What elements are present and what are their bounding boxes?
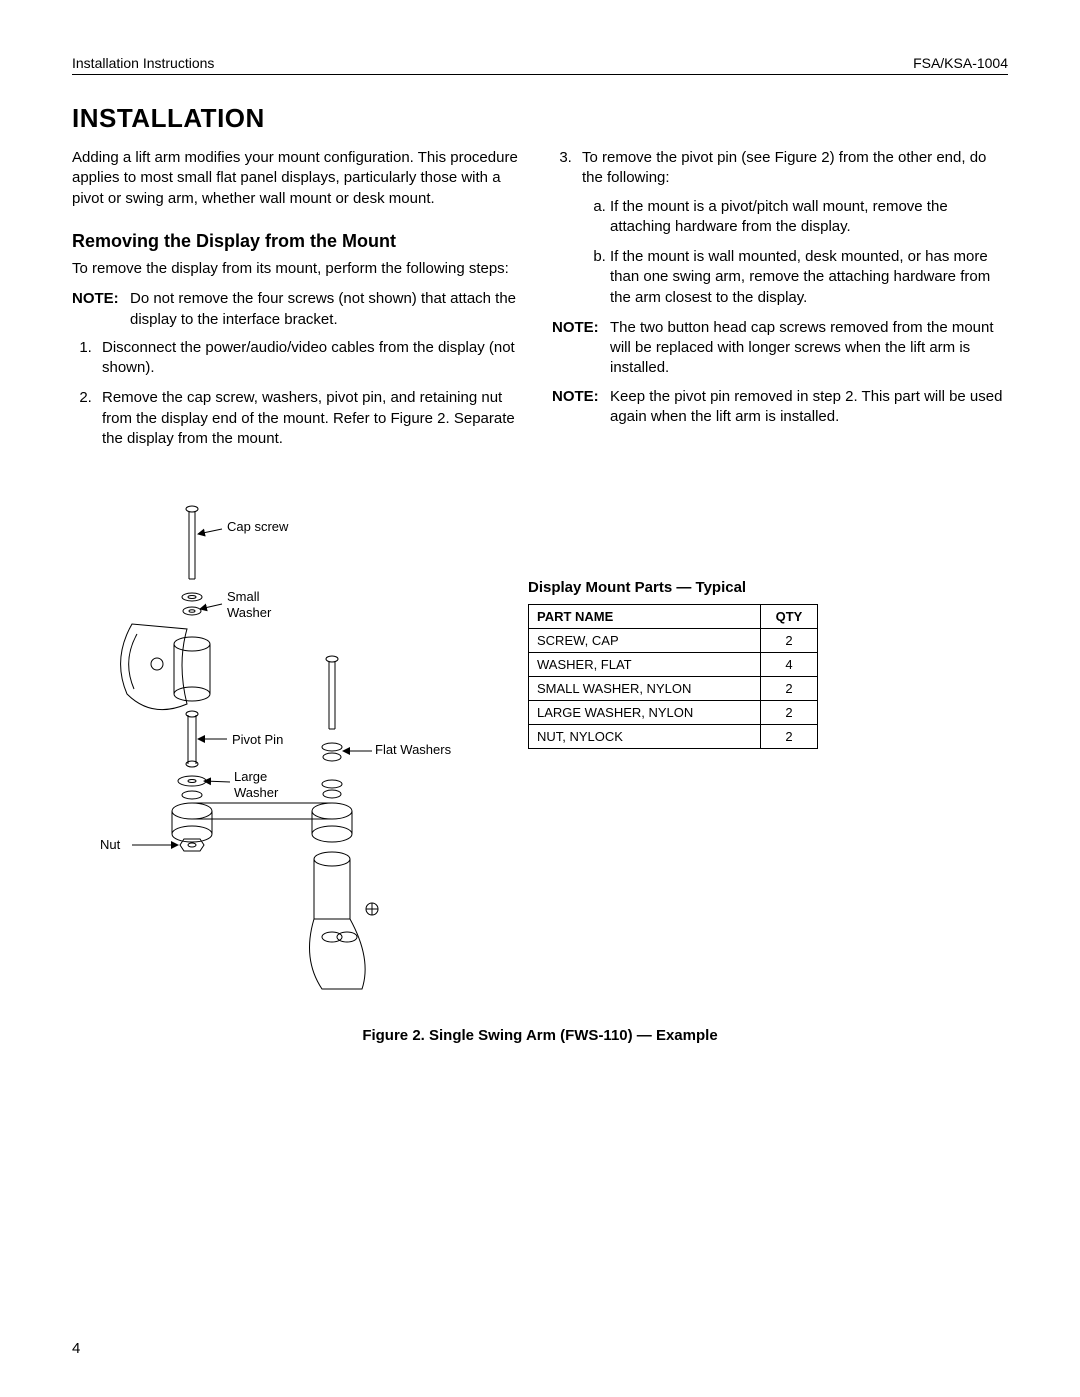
note-label: NOTE: (552, 318, 610, 379)
label-flat-washers: Flat Washers (375, 742, 451, 758)
header-right: FSA/KSA-1004 (913, 55, 1008, 71)
step-3: To remove the pivot pin (see Figure 2) f… (576, 148, 1008, 308)
figure-area: Cap screw Small Washer Pivot Pin Large W… (72, 489, 1008, 1009)
table-row: NUT, NYLOCK2 (529, 725, 818, 749)
section-heading: Removing the Display from the Mount (72, 229, 528, 253)
main-heading: INSTALLATION (72, 103, 1008, 134)
label-pivot-pin: Pivot Pin (232, 732, 283, 748)
note-label: NOTE: (72, 289, 130, 330)
note-1: NOTE: Do not remove the four screws (not… (72, 289, 528, 330)
step-3a: If the mount is a pivot/pitch wall mount… (610, 197, 1008, 238)
note-3: NOTE: Keep the pivot pin removed in step… (552, 387, 1008, 428)
table-title: Display Mount Parts — Typical (528, 579, 1008, 596)
table-row: LARGE WASHER, NYLON2 (529, 701, 818, 725)
note-body: Keep the pivot pin removed in step 2. Th… (610, 387, 1008, 428)
step-3-text: To remove the pivot pin (see Figure 2) f… (582, 149, 986, 186)
steps-list-right: To remove the pivot pin (see Figure 2) f… (552, 148, 1008, 308)
body-columns: Adding a lift arm modifies your mount co… (72, 148, 1008, 459)
step-1: Disconnect the power/audio/video cables … (96, 338, 528, 379)
col-qty: QTY (761, 605, 818, 629)
label-large-washer: Large Washer (234, 769, 294, 800)
page: Installation Instructions FSA/KSA-1004 I… (0, 0, 1080, 1397)
label-small-washer: Small Washer (227, 589, 287, 620)
label-nut: Nut (100, 837, 120, 853)
left-column: Adding a lift arm modifies your mount co… (72, 148, 528, 459)
page-number: 4 (72, 1340, 80, 1357)
table-row: WASHER, FLAT4 (529, 653, 818, 677)
note-label: NOTE: (552, 387, 610, 428)
right-column: To remove the pivot pin (see Figure 2) f… (552, 148, 1008, 459)
substeps: If the mount is a pivot/pitch wall mount… (582, 197, 1008, 308)
figure-caption: Figure 2. Single Swing Arm (FWS-110) — E… (72, 1027, 1008, 1044)
step-3b: If the mount is wall mounted, desk mount… (610, 247, 1008, 308)
section-intro: To remove the display from its mount, pe… (72, 259, 528, 279)
parts-table-area: Display Mount Parts — Typical PART NAME … (528, 489, 1008, 749)
label-cap-screw: Cap screw (227, 519, 288, 535)
note-2: NOTE: The two button head cap screws rem… (552, 318, 1008, 379)
note-body: The two button head cap screws removed f… (610, 318, 1008, 379)
col-part-name: PART NAME (529, 605, 761, 629)
step-2: Remove the cap screw, washers, pivot pin… (96, 388, 528, 449)
table-row: SMALL WASHER, NYLON2 (529, 677, 818, 701)
table-row: SCREW, CAP2 (529, 629, 818, 653)
intro-paragraph: Adding a lift arm modifies your mount co… (72, 148, 528, 209)
parts-table: PART NAME QTY SCREW, CAP2 WASHER, FLAT4 … (528, 604, 818, 749)
page-header: Installation Instructions FSA/KSA-1004 (72, 55, 1008, 75)
exploded-diagram: Cap screw Small Washer Pivot Pin Large W… (72, 489, 492, 1009)
note-body: Do not remove the four screws (not shown… (130, 289, 528, 330)
steps-list-left: Disconnect the power/audio/video cables … (72, 338, 528, 449)
header-left: Installation Instructions (72, 55, 214, 71)
